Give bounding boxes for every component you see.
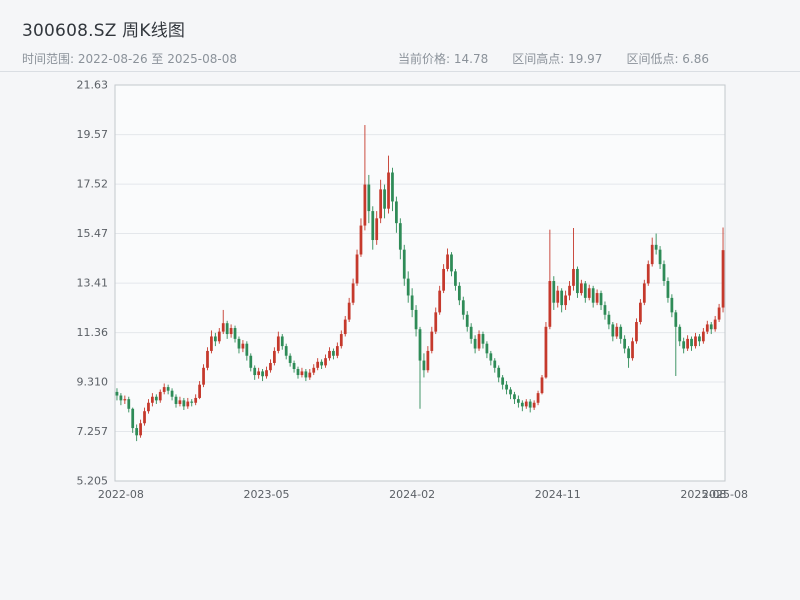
range-high-label: 区间高点: 19.97: [512, 52, 603, 66]
svg-text:2024-11: 2024-11: [535, 488, 581, 501]
stats-row: 当前价格: 14.78 区间高点: 19.97 区间低点: 6.86: [398, 50, 709, 67]
page-title: 300608.SZ 周K线图: [22, 21, 186, 41]
header-divider: [0, 71, 800, 72]
svg-text:2024-02: 2024-02: [389, 488, 435, 501]
candles: [115, 125, 725, 442]
plot-border: [114, 84, 726, 482]
svg-text:11.36: 11.36: [77, 326, 109, 339]
time-range-label: 时间范围: 2022-08-26 至 2025-08-08: [22, 52, 237, 66]
svg-text:2022-08: 2022-08: [98, 488, 144, 501]
svg-text:5.205: 5.205: [77, 475, 109, 488]
svg-text:2025-08: 2025-08: [680, 488, 726, 501]
svg-text:15.47: 15.47: [77, 227, 109, 240]
svg-text:9.310: 9.310: [77, 376, 109, 389]
y-axis-labels: 5.205 7.257 9.310 11.36 13.41 15.47 17.52 19.57…: [77, 79, 109, 488]
svg-text:13.41: 13.41: [77, 277, 109, 290]
svg-text:19.57: 19.57: [77, 128, 109, 141]
svg-text:21.63: 21.63: [77, 79, 109, 92]
current-price-label: 当前价格: 14.78: [398, 52, 489, 66]
svg-text:17.52: 17.52: [77, 178, 109, 191]
svg-text:7.257: 7.257: [77, 425, 109, 438]
x-axis-labels: 2022-08 2023-05 2024-02 2024-11 2025-082025-…: [98, 488, 748, 501]
range-low-label: 区间低点: 6.86: [626, 52, 710, 66]
end-date-label: 2025-08: [702, 488, 748, 501]
svg-text:2023-05: 2023-05: [244, 488, 290, 501]
